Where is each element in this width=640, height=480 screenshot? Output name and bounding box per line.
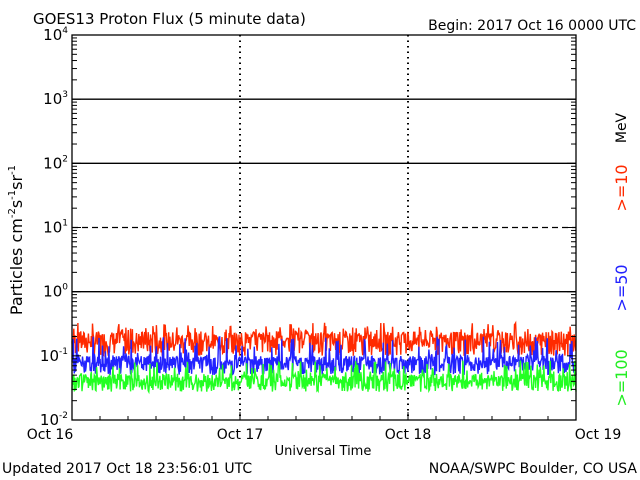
x-tick-label: Oct 19 bbox=[575, 427, 621, 443]
plot-area bbox=[72, 35, 576, 420]
y-tick-label: 104 bbox=[43, 26, 68, 44]
y-tick-label: 101 bbox=[43, 219, 68, 237]
series-line-2 bbox=[71, 360, 577, 395]
begin-label: Begin: 2017 Oct 16 0000 UTC bbox=[428, 18, 636, 34]
series-line-0 bbox=[71, 320, 577, 357]
y-tick-label: 103 bbox=[43, 90, 68, 108]
y-tick-label: 10-1 bbox=[40, 347, 68, 365]
series-line-1 bbox=[71, 336, 577, 377]
chart-title: GOES13 Proton Flux (5 minute data) bbox=[33, 10, 306, 28]
updated-timestamp: Updated 2017 Oct 18 23:56:01 UTC bbox=[2, 461, 252, 477]
x-tick-label: Oct 16 bbox=[27, 427, 74, 443]
y-axis-label: Particles cm-2s-1sr-1 bbox=[7, 165, 26, 315]
y-tick-label: 100 bbox=[43, 283, 68, 301]
x-tick-label: Oct 18 bbox=[385, 427, 431, 443]
axes: 10-2 10-1 100 101 102 103 104 Oct 16 Oct 17 Oct 1… bbox=[27, 26, 621, 443]
y-tick-label: 102 bbox=[43, 154, 68, 172]
series-lines bbox=[71, 320, 577, 395]
legend-series-100: >=100 bbox=[612, 349, 631, 406]
legend-unit: MeV bbox=[614, 112, 630, 143]
x-tick-label: Oct 17 bbox=[217, 427, 263, 443]
legend-series-10: >=10 bbox=[612, 164, 631, 211]
y-tick-label: 10-2 bbox=[40, 411, 68, 429]
legend-series-50: >=50 bbox=[612, 264, 631, 311]
x-axis-label: Universal Time bbox=[275, 444, 372, 459]
data-source: NOAA/SWPC Boulder, CO USA bbox=[429, 461, 638, 477]
